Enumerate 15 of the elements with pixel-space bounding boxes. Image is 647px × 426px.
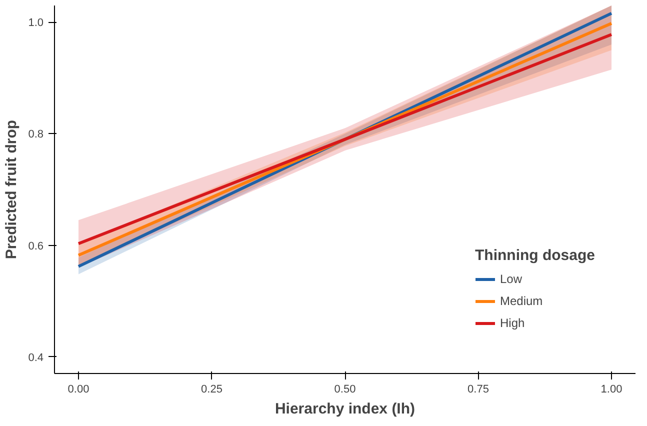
x-tick-label: 0.00 (68, 384, 90, 396)
x-axis-title: Hierarchy index (Ih) (274, 400, 416, 418)
legend-label: Low (500, 272, 522, 286)
y-tick-label: 0.4 (28, 352, 44, 364)
legend-label: Medium (500, 294, 543, 308)
x-tick-label: 1.00 (600, 384, 622, 396)
y-tick-label: 1.0 (28, 17, 44, 30)
x-tick-label: 0.25 (201, 384, 222, 396)
legend-label: High (500, 316, 525, 330)
y-tick-label: 0.8 (28, 128, 44, 141)
y-tick-label: 0.6 (28, 240, 44, 252)
x-tick-label: 0.75 (468, 384, 489, 396)
y-axis-title: Predicted fruit drop (3, 120, 20, 260)
x-tick-label: 0.50 (334, 384, 356, 396)
legend-title: Thinning dosage (475, 247, 595, 264)
